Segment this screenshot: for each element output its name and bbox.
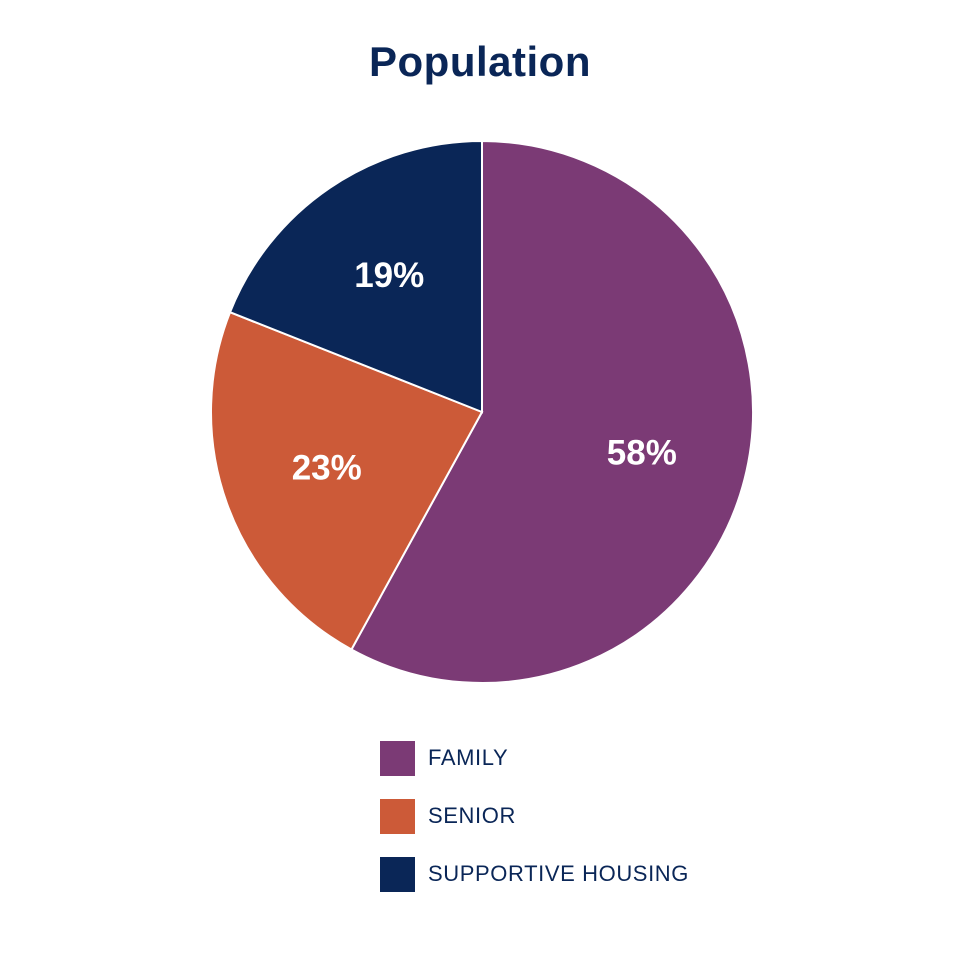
legend-item-supportive-housing: SUPPORTIVE HOUSING [380,856,689,892]
legend-swatch [380,798,415,834]
pie-slice-senior [210,310,484,651]
chart-title: Population [369,38,591,85]
legend-swatch [380,740,415,776]
legend-label: FAMILY [428,745,509,770]
slice-label-senior: 23% [292,448,362,487]
pie-slice-family [350,139,754,684]
slice-label-family: 58% [607,434,677,473]
legend-swatch [380,856,415,892]
chart-legend: FAMILY SENIOR SUPPORTIVE HOUSING [380,740,689,892]
pie-slice-supportive-housing [228,139,483,414]
legend-label: SENIOR [428,803,516,828]
slice-label-supportive-housing: 19% [354,256,424,295]
legend-label: SUPPORTIVE HOUSING [428,861,689,886]
legend-item-family: FAMILY [380,740,689,776]
legend-item-senior: SENIOR [380,798,689,834]
